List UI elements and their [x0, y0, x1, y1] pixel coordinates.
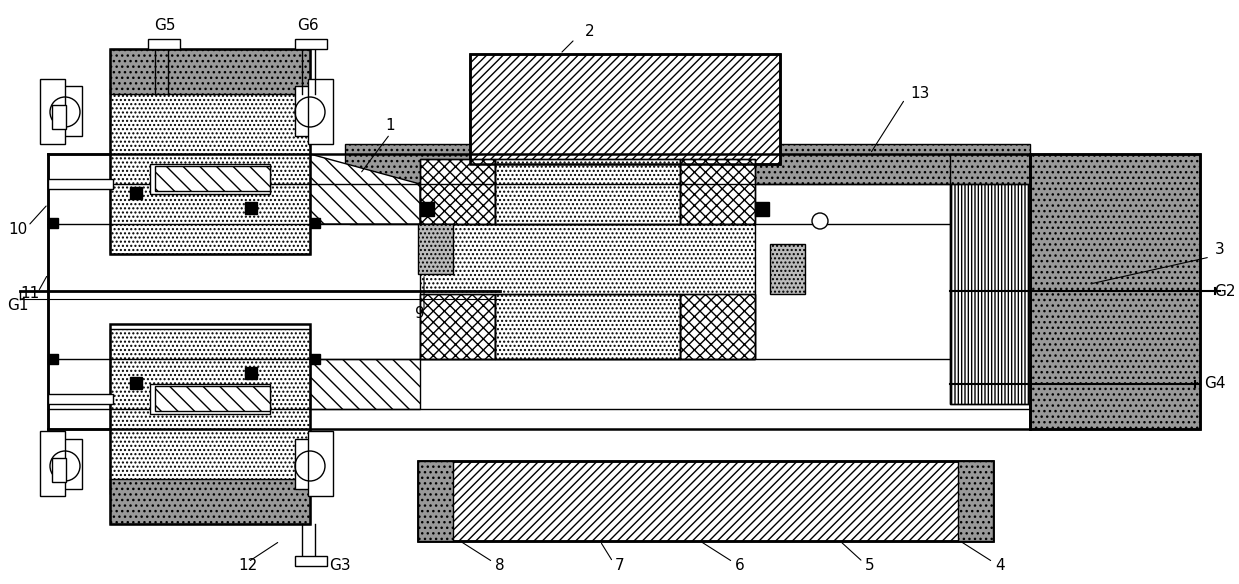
Text: 7: 7: [616, 558, 624, 573]
Text: G4: G4: [1204, 377, 1225, 391]
Bar: [295, 86, 325, 136]
Circle shape: [812, 213, 828, 229]
Bar: [309, 79, 333, 144]
Bar: [680, 294, 755, 359]
Text: 6: 6: [735, 558, 745, 573]
Text: G6: G6: [297, 19, 318, 33]
Bar: [110, 324, 310, 524]
Bar: [245, 367, 256, 379]
Bar: [420, 294, 496, 359]
Bar: [418, 224, 453, 274]
Bar: [769, 244, 805, 294]
Bar: [295, 439, 325, 489]
Bar: [496, 159, 680, 224]
Bar: [155, 386, 270, 411]
Bar: [110, 89, 310, 254]
Text: 13: 13: [911, 86, 929, 102]
Bar: [40, 79, 64, 144]
Text: G5: G5: [154, 19, 176, 33]
Bar: [420, 159, 496, 224]
Polygon shape: [310, 359, 420, 409]
Bar: [52, 86, 82, 136]
Bar: [958, 461, 992, 541]
Bar: [1030, 154, 1201, 429]
Bar: [496, 159, 680, 224]
Text: 11: 11: [20, 287, 40, 301]
Text: G3: G3: [330, 558, 351, 573]
Bar: [150, 164, 270, 194]
Text: 5: 5: [865, 558, 875, 573]
Bar: [110, 329, 310, 494]
Bar: [110, 49, 310, 254]
Bar: [110, 49, 310, 94]
Bar: [680, 159, 755, 224]
Bar: [48, 354, 58, 364]
Bar: [295, 39, 327, 49]
Text: G2: G2: [1214, 283, 1235, 298]
Bar: [155, 166, 270, 191]
Bar: [147, 39, 180, 49]
Bar: [48, 218, 58, 228]
Bar: [52, 458, 66, 482]
Bar: [52, 105, 66, 129]
Bar: [470, 54, 781, 164]
Bar: [130, 377, 142, 389]
Bar: [309, 431, 333, 496]
Text: 8: 8: [496, 558, 504, 573]
Text: 2: 2: [585, 25, 595, 40]
Text: 1: 1: [385, 119, 395, 134]
Bar: [950, 154, 1030, 404]
Text: 3: 3: [1215, 242, 1225, 256]
Bar: [48, 179, 113, 189]
Bar: [48, 394, 113, 404]
Bar: [496, 294, 680, 359]
Bar: [110, 479, 310, 524]
Bar: [950, 154, 1030, 404]
Text: G1: G1: [7, 298, 28, 314]
Bar: [150, 384, 270, 414]
Bar: [680, 294, 755, 359]
Bar: [418, 461, 992, 541]
Bar: [40, 431, 64, 496]
Bar: [420, 202, 434, 216]
Text: 10: 10: [9, 221, 27, 237]
Text: 9: 9: [415, 307, 425, 322]
Bar: [418, 461, 992, 541]
Text: 4: 4: [995, 558, 1005, 573]
Bar: [755, 202, 769, 216]
Polygon shape: [310, 154, 420, 224]
Bar: [52, 439, 82, 489]
Bar: [420, 159, 496, 224]
Bar: [1030, 154, 1201, 429]
Bar: [470, 54, 781, 164]
Bar: [680, 159, 755, 224]
Bar: [310, 354, 320, 364]
Polygon shape: [344, 184, 420, 224]
Bar: [295, 556, 327, 566]
Bar: [245, 202, 256, 214]
Bar: [418, 461, 453, 541]
Bar: [496, 294, 680, 359]
Bar: [420, 294, 496, 359]
Text: 12: 12: [238, 558, 258, 573]
Bar: [310, 218, 320, 228]
Bar: [344, 144, 1030, 184]
Bar: [130, 187, 142, 199]
Bar: [420, 224, 755, 359]
